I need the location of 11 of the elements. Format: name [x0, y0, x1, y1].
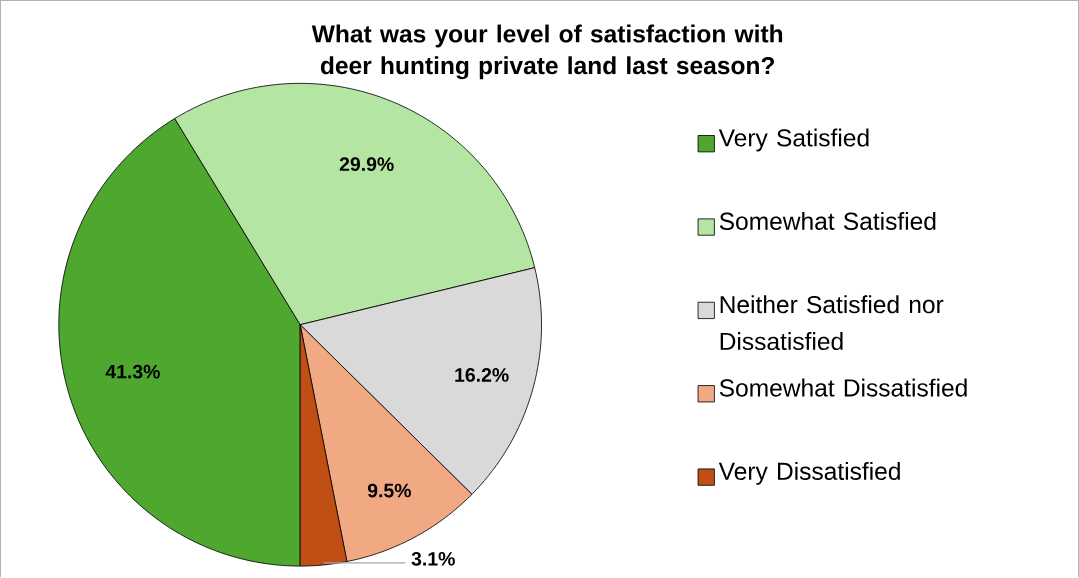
chart-title: What was your level of satisfaction with deer hunting private land last season?: [311, 24, 783, 80]
legend-label: Somewhat Satisfied: [719, 211, 936, 231]
data-label: 3.1%: [411, 552, 455, 566]
data-label: 9.5%: [367, 483, 411, 498]
legend-label: Somewhat Dissatisfied: [719, 378, 967, 397]
data-label: 16.2%: [455, 368, 509, 382]
data-label: 41.3%: [105, 364, 160, 379]
legend-label: Neither Satisfied nor Dissatisfied: [720, 295, 944, 351]
data-label: 29.9%: [339, 157, 394, 172]
legend-label: Very Dissatisfied: [718, 462, 900, 485]
legend-label: Very Satisfied: [718, 128, 869, 152]
